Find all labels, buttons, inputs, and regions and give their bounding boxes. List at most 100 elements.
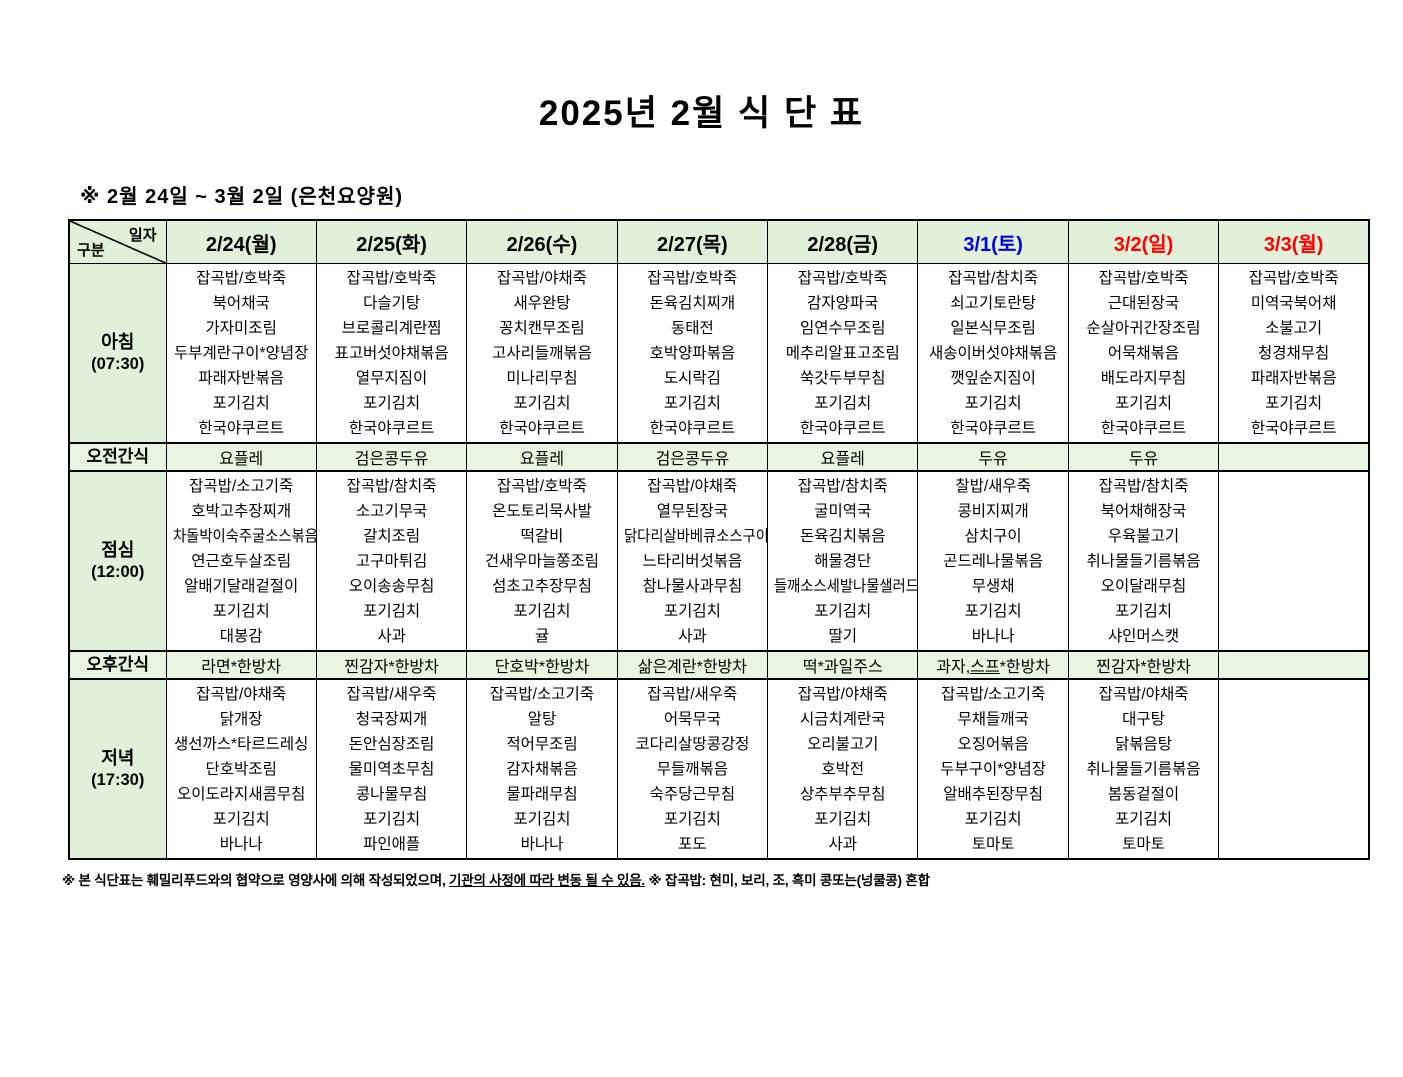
menu-item: 토마토 [971, 835, 1015, 853]
menu-item: 고구마튀김 [355, 552, 428, 570]
menu-item: 감자양파국 [807, 294, 879, 312]
menu-item: 바나나 [219, 835, 263, 853]
menu-item: 표고버섯야채볶음 [334, 344, 449, 362]
page-title: 2025년 2월 식 단 표 [538, 94, 865, 133]
menu-item: 닭볶음탕 [1115, 735, 1173, 753]
menu-item: 잡곡밥/호박죽 [1248, 269, 1339, 287]
menu-item: 콩비지찌개 [957, 502, 1029, 520]
corner-date-label: 일자 [128, 227, 157, 244]
menu-cell: 잡곡밥/호박죽 근대된장국 순살아귀간장조림 어묵채볶음 배도라지무침 포기김치 한국야쿠르… [1067, 263, 1220, 444]
menu-item: 쑥갓두부무침 [799, 369, 886, 387]
menu-cell: 잡곡밥/소고기죽 알탕 적어무조림 감자채볶음 물파래무침 포기김치 바나나 [466, 678, 618, 860]
menu-item: 새우완탕 [513, 294, 571, 312]
menu-item: 생선까스*타르드레싱 [174, 735, 309, 753]
menu-item: 북어채국 [212, 294, 270, 312]
menu-cell: 잡곡밥/야채죽 닭개장 생선까스*타르드레싱 단호박조림 오이도라지새콤무침 포기김치 바나… [165, 678, 317, 860]
menu-item: 청국장찌개 [355, 710, 428, 728]
menu-item: 닭다리살바베큐소스구이 [623, 527, 769, 545]
menu-item: 소불고기 [1265, 319, 1323, 337]
menu-item: 잡곡밥/호박죽 [647, 269, 738, 287]
menu-item: 소고기무국 [355, 502, 428, 520]
menu-item: 물미역초무침 [348, 760, 435, 778]
menu-item: 잡곡밥/새우죽 [647, 685, 738, 703]
menu-item: 미역국북어채 [1250, 294, 1337, 312]
row-label-text: 오후간식 [86, 655, 150, 674]
menu-item: 포기김치 [513, 394, 571, 412]
menu-cell: 잡곡밥/호박죽 다슬기탕 브로콜리계란찜 표고버섯야채볶음 열무지짐이 포기김치 한국야쿠르… [315, 263, 468, 444]
menu-cell: 잡곡밥/참치죽 소고기무국 갈치조림 고구마튀김 오이송송무침 포기김치 사과 [315, 470, 468, 652]
menu-item: 포기김치 [513, 602, 571, 620]
menu-item: 청경채무침 [1258, 344, 1330, 362]
menu-item: 한국야쿠르트 [348, 419, 435, 437]
menu-item: 열무지짐이 [355, 369, 428, 387]
menu-item: 브로콜리계란찜 [341, 319, 442, 337]
menu-item: 포기김치 [964, 394, 1022, 412]
menu-item: 한국야쿠르트 [198, 419, 284, 437]
menu-item: 잡곡밥/참치죽 [797, 477, 888, 495]
menu-item: 포기김치 [212, 394, 270, 412]
menu-item: 잡곡밥/호박죽 [1098, 269, 1189, 287]
menu-item: 잡곡밥/야채죽 [647, 477, 738, 495]
menu-item: 찰밥/새우죽 [955, 477, 1031, 495]
menu-item: 동태전 [670, 319, 714, 337]
footnote-text: ※ 본 식단표는 훼밀리푸드와의 협약으로 영양사에 의해 작성되었으며, [62, 873, 450, 888]
menu-item: 바나나 [971, 627, 1015, 645]
menu-item: 대봉감 [219, 627, 263, 645]
menu-item: 새송이버섯야채볶음 [928, 344, 1058, 362]
menu-item: 참나물사과무침 [642, 577, 743, 595]
menu-item: 취나물들기름볶음 [1086, 760, 1201, 778]
menu-item: 잡곡밥/참치죽 [948, 269, 1039, 287]
day-header-2/24(월): 2/24(월) [165, 219, 317, 264]
snack-cell: 삶은계란*한방차 [616, 650, 769, 680]
menu-item: 곤드레나물볶음 [943, 552, 1044, 570]
menu-item: 알탕 [527, 710, 557, 728]
snack-item: 라면*한방차 [201, 659, 282, 676]
day-header-3/1(토): 3/1(토) [917, 219, 1069, 264]
menu-item: 파래자반볶음 [1250, 369, 1337, 387]
menu-item: 포기김치 [663, 810, 721, 828]
menu-item: 건새우마늘쫑조림 [484, 552, 600, 570]
menu-item: 한국야쿠르트 [1100, 419, 1187, 437]
menu-item: 쇠고기토란탕 [950, 294, 1036, 312]
menu-item: 숙주당근무침 [649, 785, 736, 803]
snack-item: 과자,스프*한방차 [936, 659, 1051, 676]
menu-cell: 잡곡밥/호박죽 감자양파국 임연수무조림 메추리알표고조림 쑥갓두부무침 포기김치 한국야쿠… [767, 263, 919, 444]
footnote-suffix-text: ※ 잡곡밥: 현미, 보리, 조, 흑미 콩또는(넝쿨콩) 혼합 [644, 873, 930, 888]
menu-item: 사과 [828, 835, 858, 853]
row-label-text: 아침 [101, 332, 135, 352]
menu-item: 한국야쿠르트 [950, 419, 1036, 437]
menu-item: 연근호두살조림 [191, 552, 292, 570]
menu-cell: 잡곡밥/소고기죽 무채들깨국 오징어볶음 두부구이*양념장 알배추된장무침 포기김치 토마토 [917, 678, 1069, 860]
menu-item: 닭개장 [219, 710, 263, 728]
menu-item: 토마토 [1122, 835, 1165, 853]
menu-item: 포기김치 [513, 810, 571, 828]
footnote: ※ 본 식단표는 훼밀리푸드와의 협약으로 영양사에 의해 작성되었으며, 기관… [62, 869, 1403, 889]
menu-cell: 잡곡밥/야채죽 대구탕 닭볶음탕 취나물들기름볶음 봄동겉절이 포기김치 토마토 [1067, 678, 1220, 860]
menu-item: 갈치조림 [363, 527, 421, 545]
row-breakfast: 아침 (07:30) 잡곡밥/호박죽 북어채국 가자미조림 두부계란구이*양념장 파래자반볶… [68, 263, 1370, 444]
menu-item: 고사리들깨볶음 [492, 344, 592, 362]
menu-item: 일본식무조림 [950, 319, 1036, 337]
snack-item: 요플레 [219, 451, 264, 468]
row-label-afternoon-snack: 오후간식 [68, 650, 167, 680]
menu-cell: 잡곡밥/호박죽 북어채국 가자미조림 두부계란구이*양념장 파래자반볶음 포기김치 한국야쿠… [165, 263, 317, 444]
day-header-2/26(수): 2/26(수) [466, 219, 618, 264]
menu-item: 취나물들기름볶음 [1086, 552, 1201, 570]
menu-item: 파인애플 [363, 835, 421, 853]
menu-item: 포기김치 [663, 602, 721, 620]
menu-cell: 찰밥/새우죽 콩비지찌개 삼치구이 곤드레나물볶음 무생채 포기김치 바나나 [917, 470, 1069, 652]
menu-item: 우육불고기 [1107, 527, 1180, 545]
menu-item: 대구탕 [1122, 710, 1165, 728]
snack-cell: 과자,스프*한방차 [917, 650, 1069, 680]
snack-cell: 찐감자*한방차 [315, 650, 468, 680]
menu-item: 온도토리묵사발 [492, 502, 592, 520]
row-label-text: 점심 [101, 540, 135, 560]
menu-item: 잡곡밥/참치죽 [346, 477, 437, 495]
menu-item: 사과 [678, 627, 707, 645]
day-header-2/25(화): 2/25(화) [315, 219, 468, 264]
snack-item: 두유 [978, 451, 1008, 468]
menu-item: 오이도라지새콤무침 [177, 785, 306, 803]
menu-item: 잡곡밥/호박죽 [346, 269, 437, 287]
menu-item: 포기김치 [363, 810, 421, 828]
menu-item: 깻잎순지짐이 [950, 369, 1036, 387]
